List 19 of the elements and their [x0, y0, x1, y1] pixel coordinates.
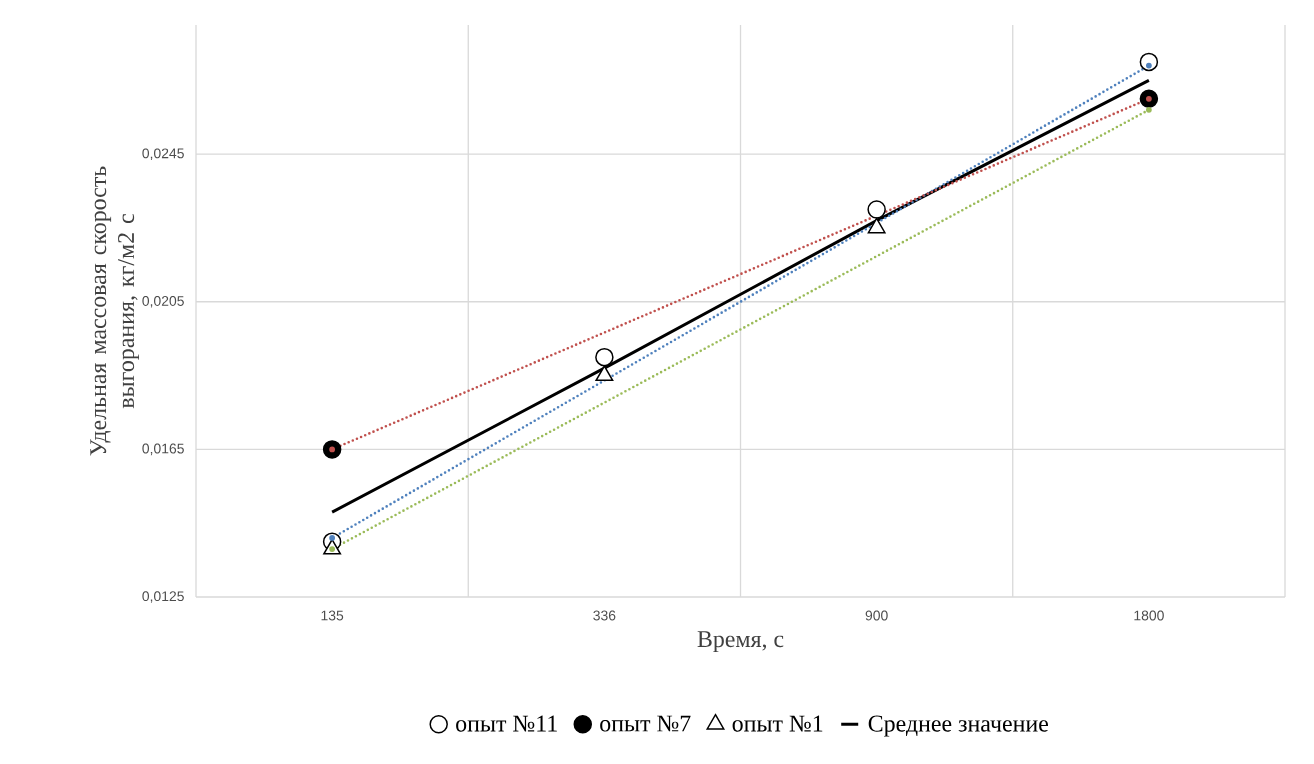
x-tick-label: 900 — [865, 610, 888, 621]
x-tick-label: 1800 — [1134, 610, 1164, 621]
legend-label: Среднее значение — [868, 715, 1048, 737]
point — [1145, 106, 1152, 113]
y-tick-label: 0,0205 — [142, 296, 184, 308]
y-tick-label: 0,0125 — [142, 591, 184, 603]
point — [329, 546, 336, 552]
x-tick-label: 336 — [593, 610, 616, 621]
x-tick-label: 135 — [321, 610, 344, 621]
legend-label: опыт №11 — [456, 715, 557, 732]
legend-label: опыт №1 — [732, 715, 823, 732]
point — [867, 200, 886, 219]
point — [595, 365, 614, 382]
legend-label: опыт №7 — [600, 715, 691, 732]
y-tick-label: 0,0165 — [142, 443, 184, 456]
point — [595, 347, 614, 367]
y-tick-label: 0,0245 — [142, 148, 184, 160]
y-axis-title: Удельная массовая скорость выгорания, кг/м2 с — [90, 166, 139, 456]
x-axis-title: Время, с — [697, 631, 784, 652]
